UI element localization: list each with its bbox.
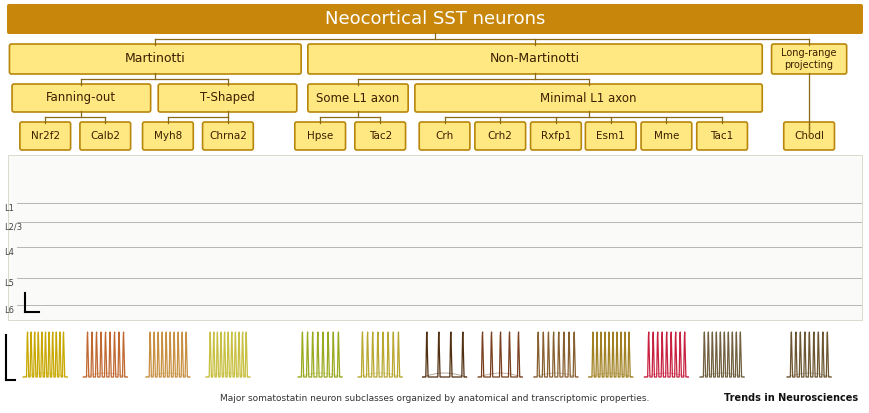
Text: Non-Martinotti: Non-Martinotti xyxy=(489,52,580,66)
FancyBboxPatch shape xyxy=(530,122,580,150)
Text: Minimal L1 axon: Minimal L1 axon xyxy=(540,92,636,104)
FancyBboxPatch shape xyxy=(80,122,130,150)
Text: Trends in Neurosciences: Trends in Neurosciences xyxy=(723,393,857,403)
Text: Long-range
projecting: Long-range projecting xyxy=(780,48,836,70)
Text: Rxfp1: Rxfp1 xyxy=(541,131,570,141)
Text: Esm1: Esm1 xyxy=(595,131,625,141)
Text: Nr2f2: Nr2f2 xyxy=(30,131,60,141)
Text: L1: L1 xyxy=(4,204,14,213)
Text: Crh2: Crh2 xyxy=(488,131,512,141)
Text: Crh: Crh xyxy=(435,131,453,141)
FancyBboxPatch shape xyxy=(474,122,525,150)
FancyBboxPatch shape xyxy=(158,84,296,112)
FancyBboxPatch shape xyxy=(640,122,691,150)
FancyBboxPatch shape xyxy=(355,122,405,150)
Text: Myh8: Myh8 xyxy=(154,131,182,141)
FancyBboxPatch shape xyxy=(696,122,746,150)
Text: Neocortical SST neurons: Neocortical SST neurons xyxy=(324,10,545,28)
FancyBboxPatch shape xyxy=(771,44,846,74)
Text: L6: L6 xyxy=(4,306,14,315)
Text: L2/3: L2/3 xyxy=(4,223,22,232)
FancyBboxPatch shape xyxy=(295,122,345,150)
Text: L4: L4 xyxy=(4,248,14,257)
FancyBboxPatch shape xyxy=(585,122,635,150)
FancyBboxPatch shape xyxy=(308,84,408,112)
FancyBboxPatch shape xyxy=(7,4,862,34)
FancyBboxPatch shape xyxy=(12,84,150,112)
Text: Fanning-out: Fanning-out xyxy=(46,92,116,104)
FancyBboxPatch shape xyxy=(20,122,70,150)
Text: Tac2: Tac2 xyxy=(368,131,391,141)
Text: Mme: Mme xyxy=(653,131,679,141)
Text: Chrna2: Chrna2 xyxy=(209,131,247,141)
FancyBboxPatch shape xyxy=(783,122,833,150)
Text: Hpse: Hpse xyxy=(307,131,333,141)
Text: Tac1: Tac1 xyxy=(710,131,733,141)
Text: Martinotti: Martinotti xyxy=(125,52,185,66)
FancyBboxPatch shape xyxy=(415,84,761,112)
FancyBboxPatch shape xyxy=(143,122,193,150)
FancyBboxPatch shape xyxy=(10,44,301,74)
FancyBboxPatch shape xyxy=(308,44,761,74)
Text: Calb2: Calb2 xyxy=(90,131,120,141)
Text: Chodl: Chodl xyxy=(793,131,823,141)
Text: Some L1 axon: Some L1 axon xyxy=(316,92,399,104)
Bar xyxy=(8,155,861,320)
FancyBboxPatch shape xyxy=(419,122,469,150)
Text: T-Shaped: T-Shaped xyxy=(200,92,255,104)
Text: Major somatostatin neuron subclasses organized by anatomical and transcriptomic : Major somatostatin neuron subclasses org… xyxy=(220,394,649,403)
Text: L5: L5 xyxy=(4,279,14,288)
FancyBboxPatch shape xyxy=(202,122,253,150)
